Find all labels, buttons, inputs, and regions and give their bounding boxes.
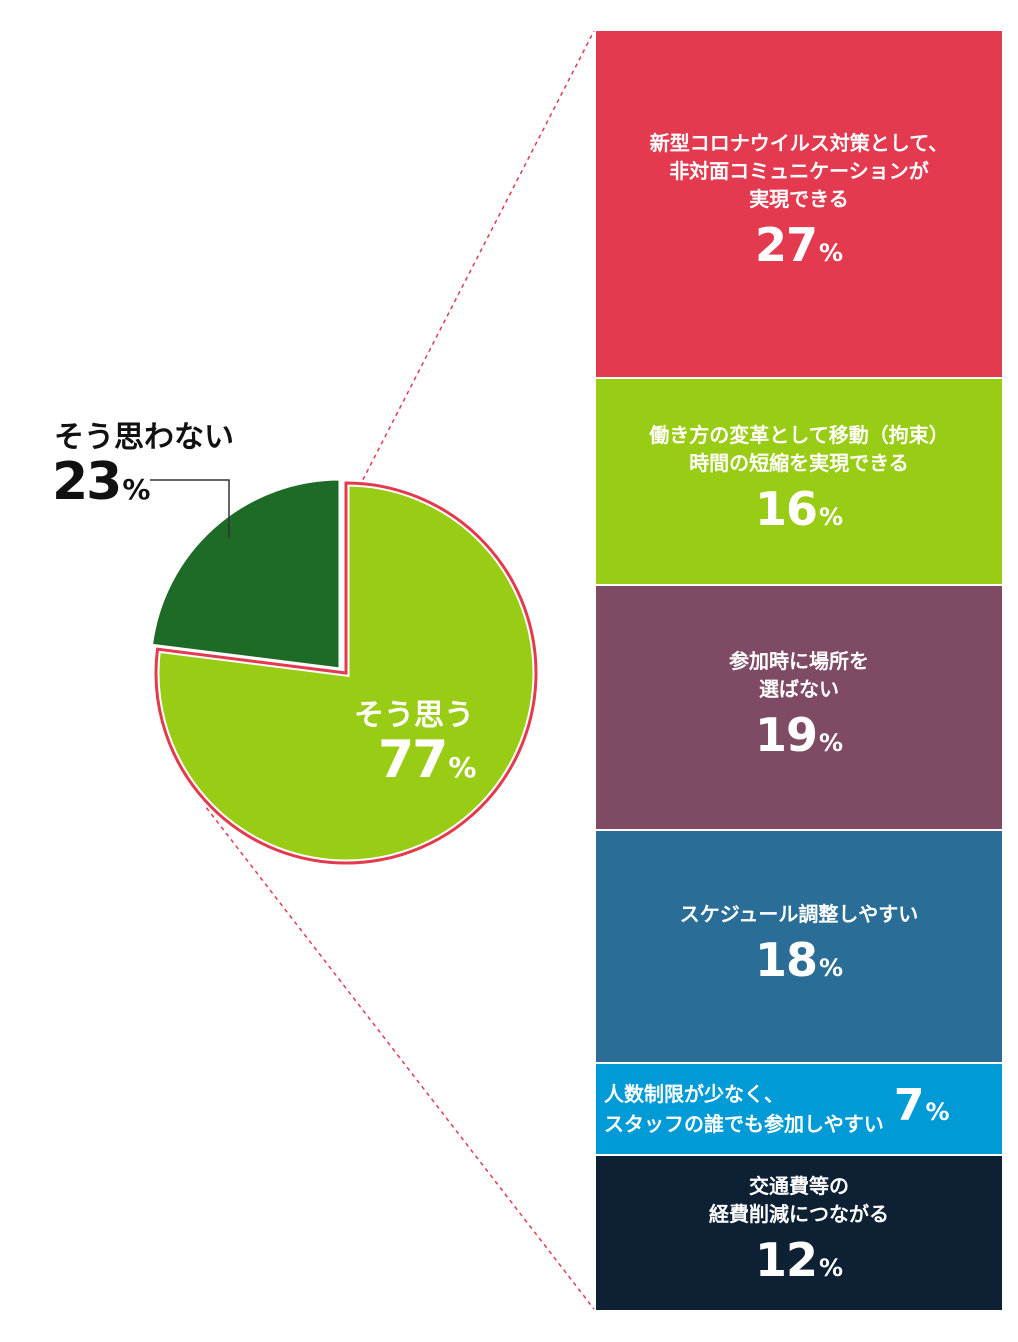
slice-label-no: そう思わない <box>54 420 234 455</box>
breakdown-label: 新型コロナウイルス対策として、 非対面コミュニケーションが 実現できる <box>649 131 949 211</box>
connector-line-bottom <box>205 807 595 1310</box>
slice-label-yes: そう思う <box>354 698 474 733</box>
slice-value-yes: 77% <box>378 730 477 790</box>
breakdown-block-schedule: スケジュール調整しやすい 18% <box>596 831 1002 1062</box>
breakdown-label: 参加時に場所を 選ばない <box>729 648 869 701</box>
pie-slice-yes-outline <box>154 481 538 865</box>
breakdown-label: スケジュール調整しやすい <box>679 901 919 926</box>
pie-slice-no <box>149 477 342 671</box>
breakdown-block-travel-time: 働き方の変革として移動（拘束） 時間の短縮を実現できる 16% <box>596 379 1002 584</box>
breakdown-block-capacity: 人数制限が少なく、 スタッフの誰でも参加しやすい 7% <box>596 1064 1002 1154</box>
slice-value-no: 23% <box>52 452 151 512</box>
breakdown-label: 働き方の変革として移動（拘束） 時間の短縮を実現できる <box>649 422 949 475</box>
breakdown-block-cost: 交通費等の 経費削減につながる 12% <box>596 1156 1002 1310</box>
breakdown-value: 27% <box>754 218 844 272</box>
breakdown-value: 19% <box>754 707 844 762</box>
breakdown-label: 交通費等の 経費削減につながる <box>709 1174 889 1226</box>
breakdown-value: 16% <box>754 481 844 536</box>
breakdown-block-covid: 新型コロナウイルス対策として、 非対面コミュニケーションが 実現できる 27% <box>596 31 1002 377</box>
breakdown-block-location: 参加時に場所を 選ばない 19% <box>596 586 1002 829</box>
breakdown-value: 18% <box>754 932 844 987</box>
leader-line-no <box>150 479 230 538</box>
breakdown-label: 人数制限が少なく、 スタッフの誰でも参加しやすい <box>604 1082 884 1136</box>
breakdown-value: 12% <box>754 1233 844 1287</box>
connector-line-top <box>362 30 595 481</box>
breakdown-value: 7% <box>893 1080 950 1131</box>
